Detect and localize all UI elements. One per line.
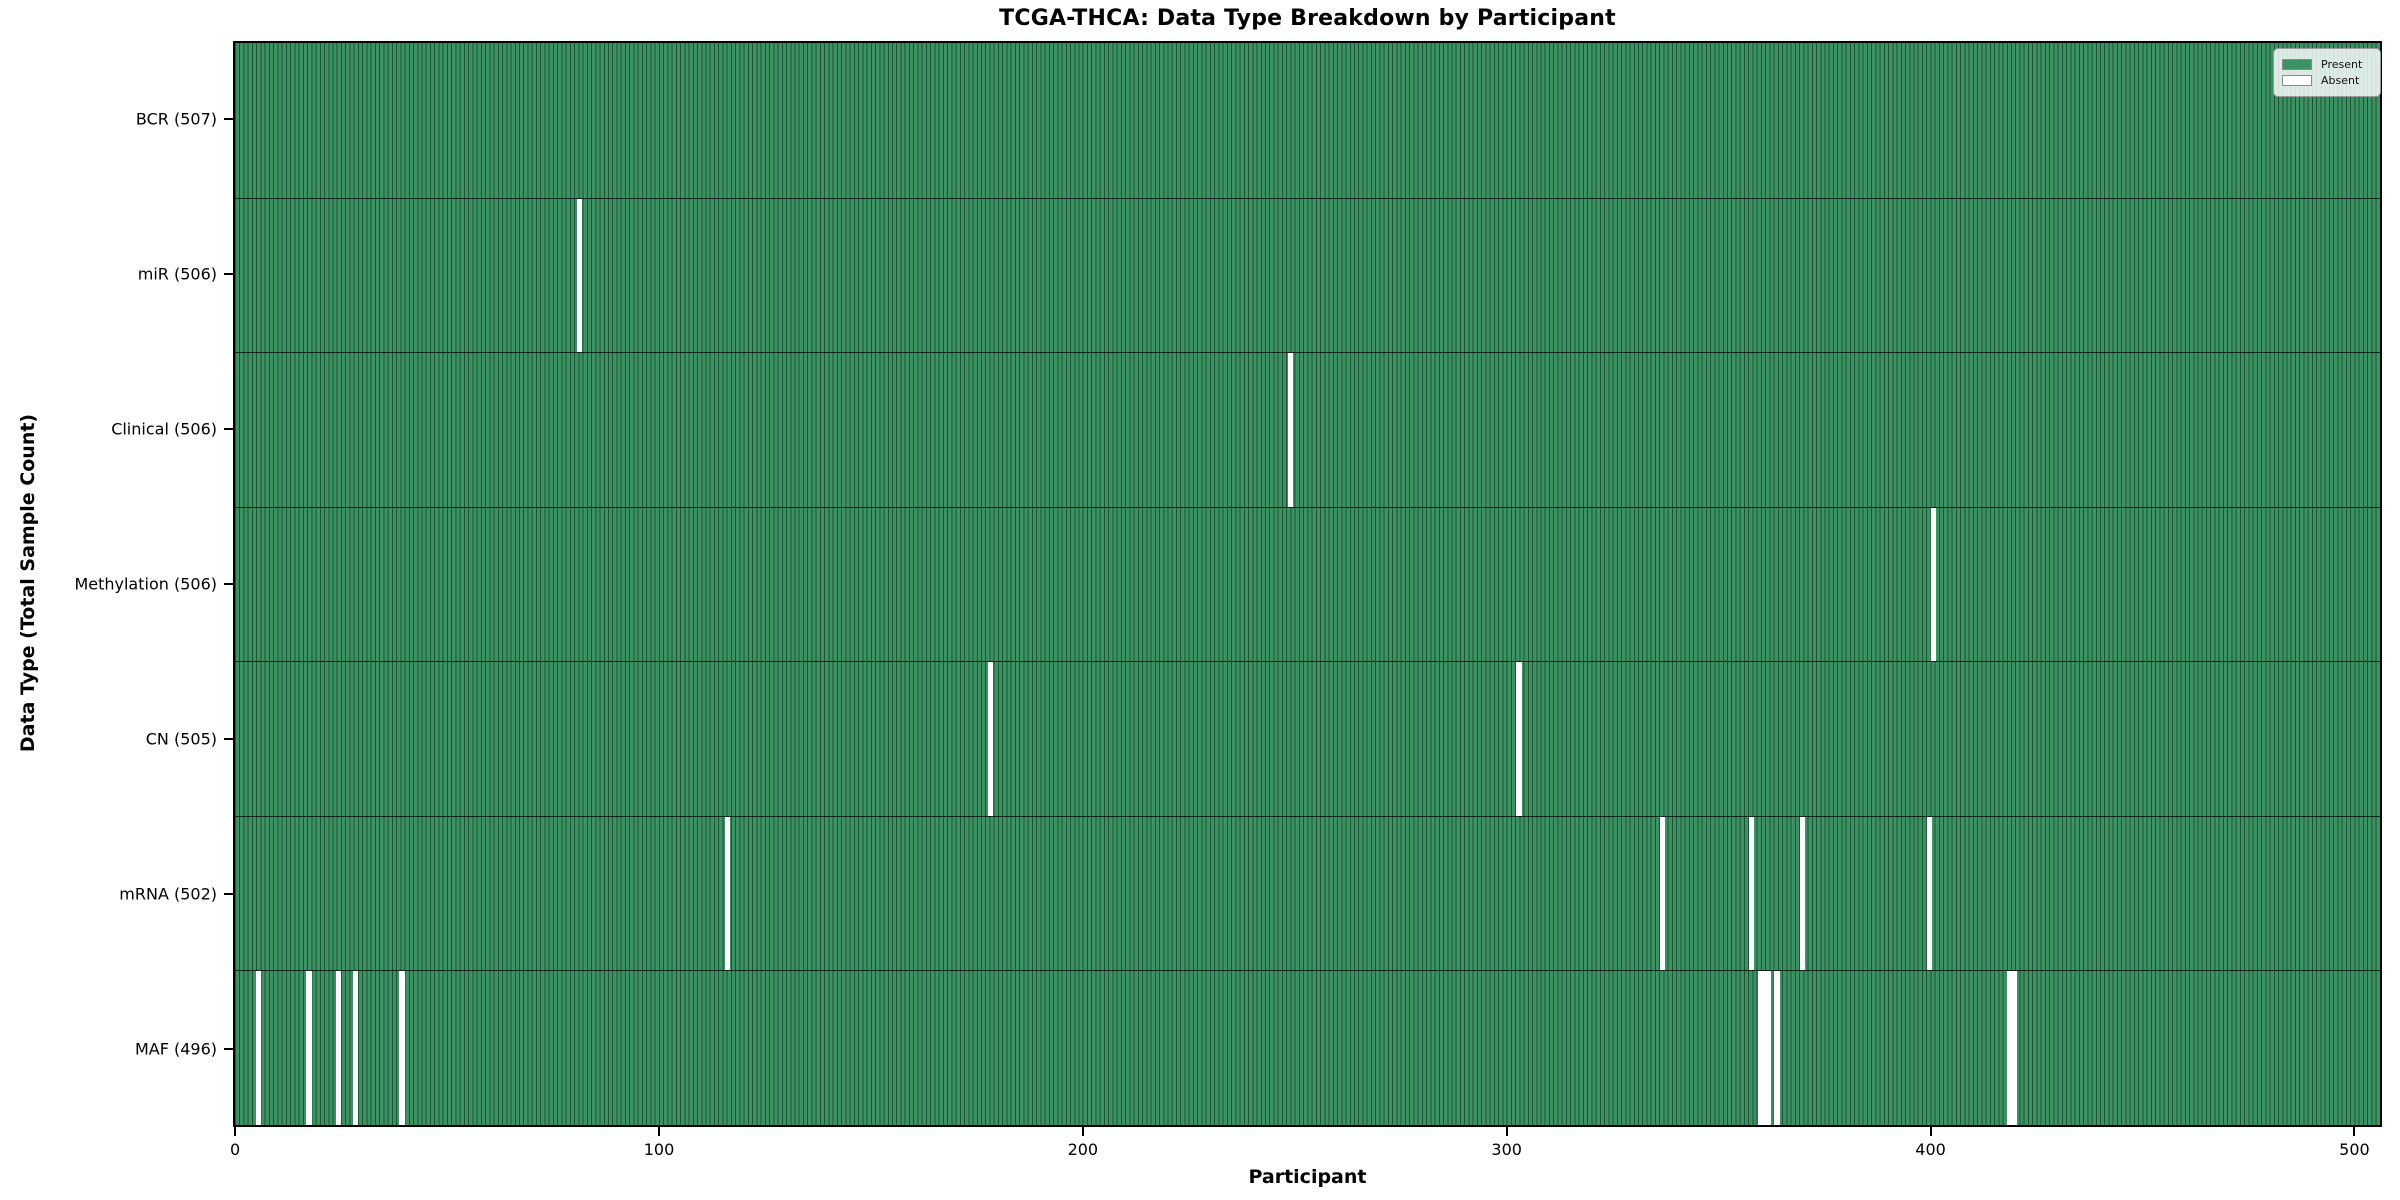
x-tick-mark — [1081, 1127, 1084, 1136]
row-band-maf — [235, 970, 2380, 1125]
y-tick-mark — [224, 117, 233, 120]
x-tick-label: 400 — [1915, 1140, 1946, 1159]
absent-gap — [1749, 816, 1755, 971]
chart-title: TCGA-THCA: Data Type Breakdown by Partic… — [999, 6, 1616, 31]
y-axis-label: Data Type (Total Sample Count) — [17, 413, 39, 753]
row-band-cn — [235, 661, 2380, 816]
x-tick-mark — [234, 1127, 237, 1136]
absent-gap — [306, 971, 312, 1125]
absent-gap — [1931, 507, 1937, 662]
absent-gap — [1287, 353, 1294, 507]
y-tick-label: MAF (496) — [134, 1039, 217, 1059]
legend-entry-absent: Absent — [2282, 74, 2372, 87]
x-tick-label: 500 — [2339, 1140, 2370, 1159]
x-tick-mark — [1505, 1127, 1508, 1136]
row-band-bcr — [235, 43, 2380, 198]
y-tick-mark — [224, 427, 233, 430]
x-tick-mark — [1929, 1127, 1932, 1136]
x-tick-label: 200 — [1067, 1140, 1099, 1159]
x-tick-mark — [2353, 1127, 2356, 1136]
row-band-mir — [235, 197, 2380, 353]
plot-area — [233, 41, 2382, 1127]
absent-gap — [1516, 662, 1522, 816]
x-axis-label: Participant — [1248, 1166, 1367, 1188]
absent-gap — [1799, 816, 1806, 971]
absent-gap — [255, 971, 261, 1125]
x-tick-label: 100 — [643, 1140, 675, 1159]
absent-gap — [399, 971, 405, 1125]
absent-gap — [577, 198, 583, 353]
absent-gap — [2007, 971, 2013, 1125]
y-tick-mark — [224, 738, 233, 741]
absent-gap — [1761, 971, 1768, 1125]
y-tick-label: Clinical (506) — [111, 419, 217, 439]
y-tick-label: mRNA (502) — [119, 884, 217, 904]
x-tick-label: 0 — [230, 1140, 241, 1159]
absent-gap — [1766, 971, 1772, 1125]
absent-gap — [352, 971, 359, 1125]
absent-gap — [1774, 971, 1780, 1125]
absent-gap — [1926, 816, 1933, 971]
absent-gap — [987, 662, 993, 816]
legend-entry-present: Present — [2282, 58, 2372, 71]
legend: Present Absent — [2273, 48, 2381, 97]
y-tick-label: CN (505) — [145, 729, 217, 749]
x-tick-label: 300 — [1491, 1140, 1522, 1159]
absent-gap — [2011, 971, 2017, 1125]
legend-label-present: Present — [2321, 58, 2363, 71]
y-tick-label: BCR (507) — [135, 109, 217, 129]
x-tick-mark — [657, 1127, 660, 1136]
y-tick-mark — [224, 272, 233, 275]
y-tick-mark — [224, 583, 233, 585]
row-band-methylation — [235, 506, 2380, 662]
row-band-mrna — [235, 815, 2380, 971]
legend-label-absent: Absent — [2321, 74, 2360, 87]
absent-gap — [1757, 971, 1763, 1125]
row-band-clinical — [235, 352, 2380, 507]
absent-gap — [1660, 816, 1666, 971]
absent-gap — [336, 971, 342, 1125]
present-swatch-icon — [2282, 59, 2312, 70]
y-tick-mark — [224, 893, 233, 896]
y-tick-label: miR (506) — [137, 264, 217, 284]
absent-gap — [725, 816, 731, 971]
y-tick-mark — [224, 1048, 233, 1051]
y-tick-label: Methylation (506) — [74, 574, 217, 594]
absent-swatch-icon — [2282, 75, 2312, 86]
